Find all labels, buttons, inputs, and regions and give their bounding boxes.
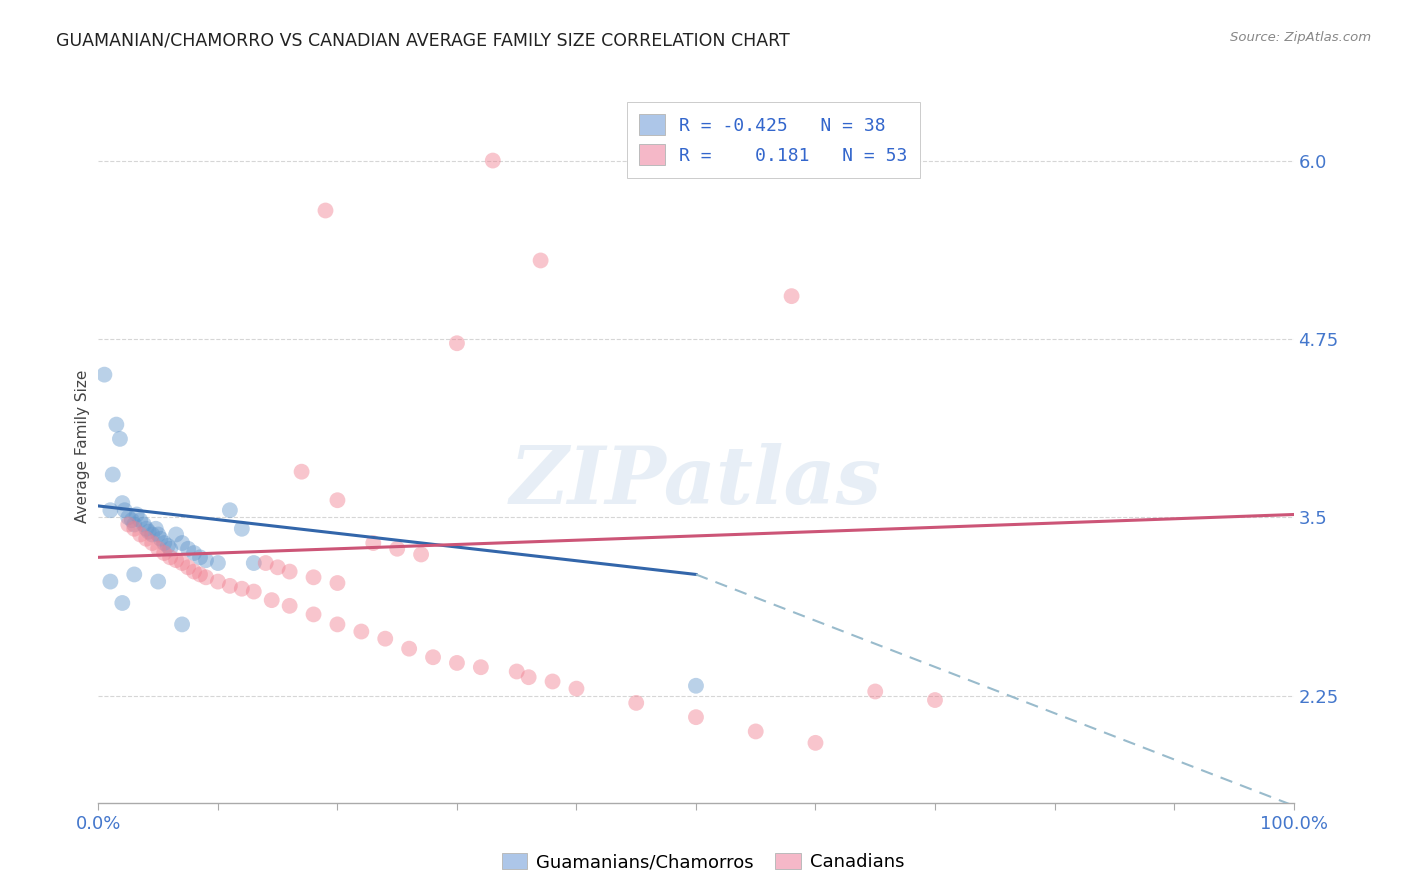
Point [149, 532, 172, 546]
Point [159, 550, 181, 565]
Point [517, 670, 540, 684]
Point [541, 674, 564, 689]
Point [326, 576, 349, 591]
Text: GUAMANIAN/CHAMORRO VS CANADIAN AVERAGE FAMILY SIZE CORRELATION CHART: GUAMANIAN/CHAMORRO VS CANADIAN AVERAGE F… [56, 31, 790, 49]
Point [470, 660, 492, 674]
Legend: R = -0.425   N = 38, R =    0.181   N = 53: R = -0.425 N = 38, R = 0.181 N = 53 [627, 102, 920, 178]
Point [129, 527, 152, 541]
Point [350, 624, 373, 639]
Point [219, 503, 242, 517]
Point [278, 599, 301, 613]
Point [148, 527, 170, 541]
Point [141, 527, 163, 541]
Point [141, 536, 163, 550]
Point [124, 517, 146, 532]
Point [98, 503, 122, 517]
Point [183, 565, 205, 579]
Text: Source: ZipAtlas.com: Source: ZipAtlas.com [1230, 31, 1371, 45]
Point [148, 574, 170, 589]
Point [363, 536, 385, 550]
Point [207, 556, 229, 570]
Point [117, 517, 139, 532]
Point [315, 203, 337, 218]
Point [291, 465, 314, 479]
Point [398, 641, 420, 656]
Point [124, 522, 146, 536]
Point [231, 522, 253, 536]
Point [188, 550, 211, 565]
Point [231, 582, 253, 596]
Point [153, 536, 176, 550]
Point [153, 546, 176, 560]
Point [865, 684, 887, 698]
Point [267, 560, 290, 574]
Point [780, 289, 803, 303]
Point [188, 567, 211, 582]
Point [135, 532, 157, 546]
Point [243, 556, 266, 570]
Point [195, 570, 218, 584]
Point [125, 508, 148, 522]
Point [101, 467, 124, 482]
Point [482, 153, 505, 168]
Point [411, 548, 433, 562]
Point [219, 579, 242, 593]
Point [129, 513, 152, 527]
Point [326, 493, 349, 508]
Point [254, 556, 277, 570]
Point [124, 567, 146, 582]
Point [172, 536, 194, 550]
Point [165, 527, 187, 541]
Point [145, 522, 167, 536]
Point [446, 656, 468, 670]
Point [177, 541, 200, 556]
Point [177, 560, 200, 574]
Point [804, 736, 827, 750]
Point [302, 607, 325, 622]
Point [108, 432, 131, 446]
Point [121, 513, 143, 527]
Point [111, 596, 134, 610]
Point [924, 693, 946, 707]
Point [105, 417, 128, 432]
Point [326, 617, 349, 632]
Point [422, 650, 444, 665]
Point [745, 724, 768, 739]
Point [156, 539, 179, 553]
Point [530, 253, 553, 268]
Point [685, 710, 707, 724]
Point [172, 617, 194, 632]
Point [207, 574, 229, 589]
Point [685, 679, 707, 693]
Point [93, 368, 115, 382]
Point [278, 565, 301, 579]
Point [243, 584, 266, 599]
Y-axis label: Average Family Size: Average Family Size [75, 369, 90, 523]
Point [159, 541, 181, 556]
Point [195, 553, 218, 567]
Point [132, 517, 155, 532]
Point [117, 510, 139, 524]
Point [565, 681, 588, 696]
Point [135, 522, 157, 536]
Text: ZIPatlas: ZIPatlas [510, 443, 882, 520]
Point [111, 496, 134, 510]
Point [374, 632, 396, 646]
Point [302, 570, 325, 584]
Point [165, 553, 187, 567]
Point [148, 541, 170, 556]
Point [98, 574, 122, 589]
Point [114, 503, 136, 517]
Point [260, 593, 283, 607]
Point [183, 546, 205, 560]
Point [172, 556, 194, 570]
Point [446, 336, 468, 351]
Point [626, 696, 648, 710]
Point [138, 524, 160, 539]
Point [506, 665, 529, 679]
Legend: Guamanians/Chamorros, Canadians: Guamanians/Chamorros, Canadians [495, 846, 911, 879]
Point [385, 541, 409, 556]
